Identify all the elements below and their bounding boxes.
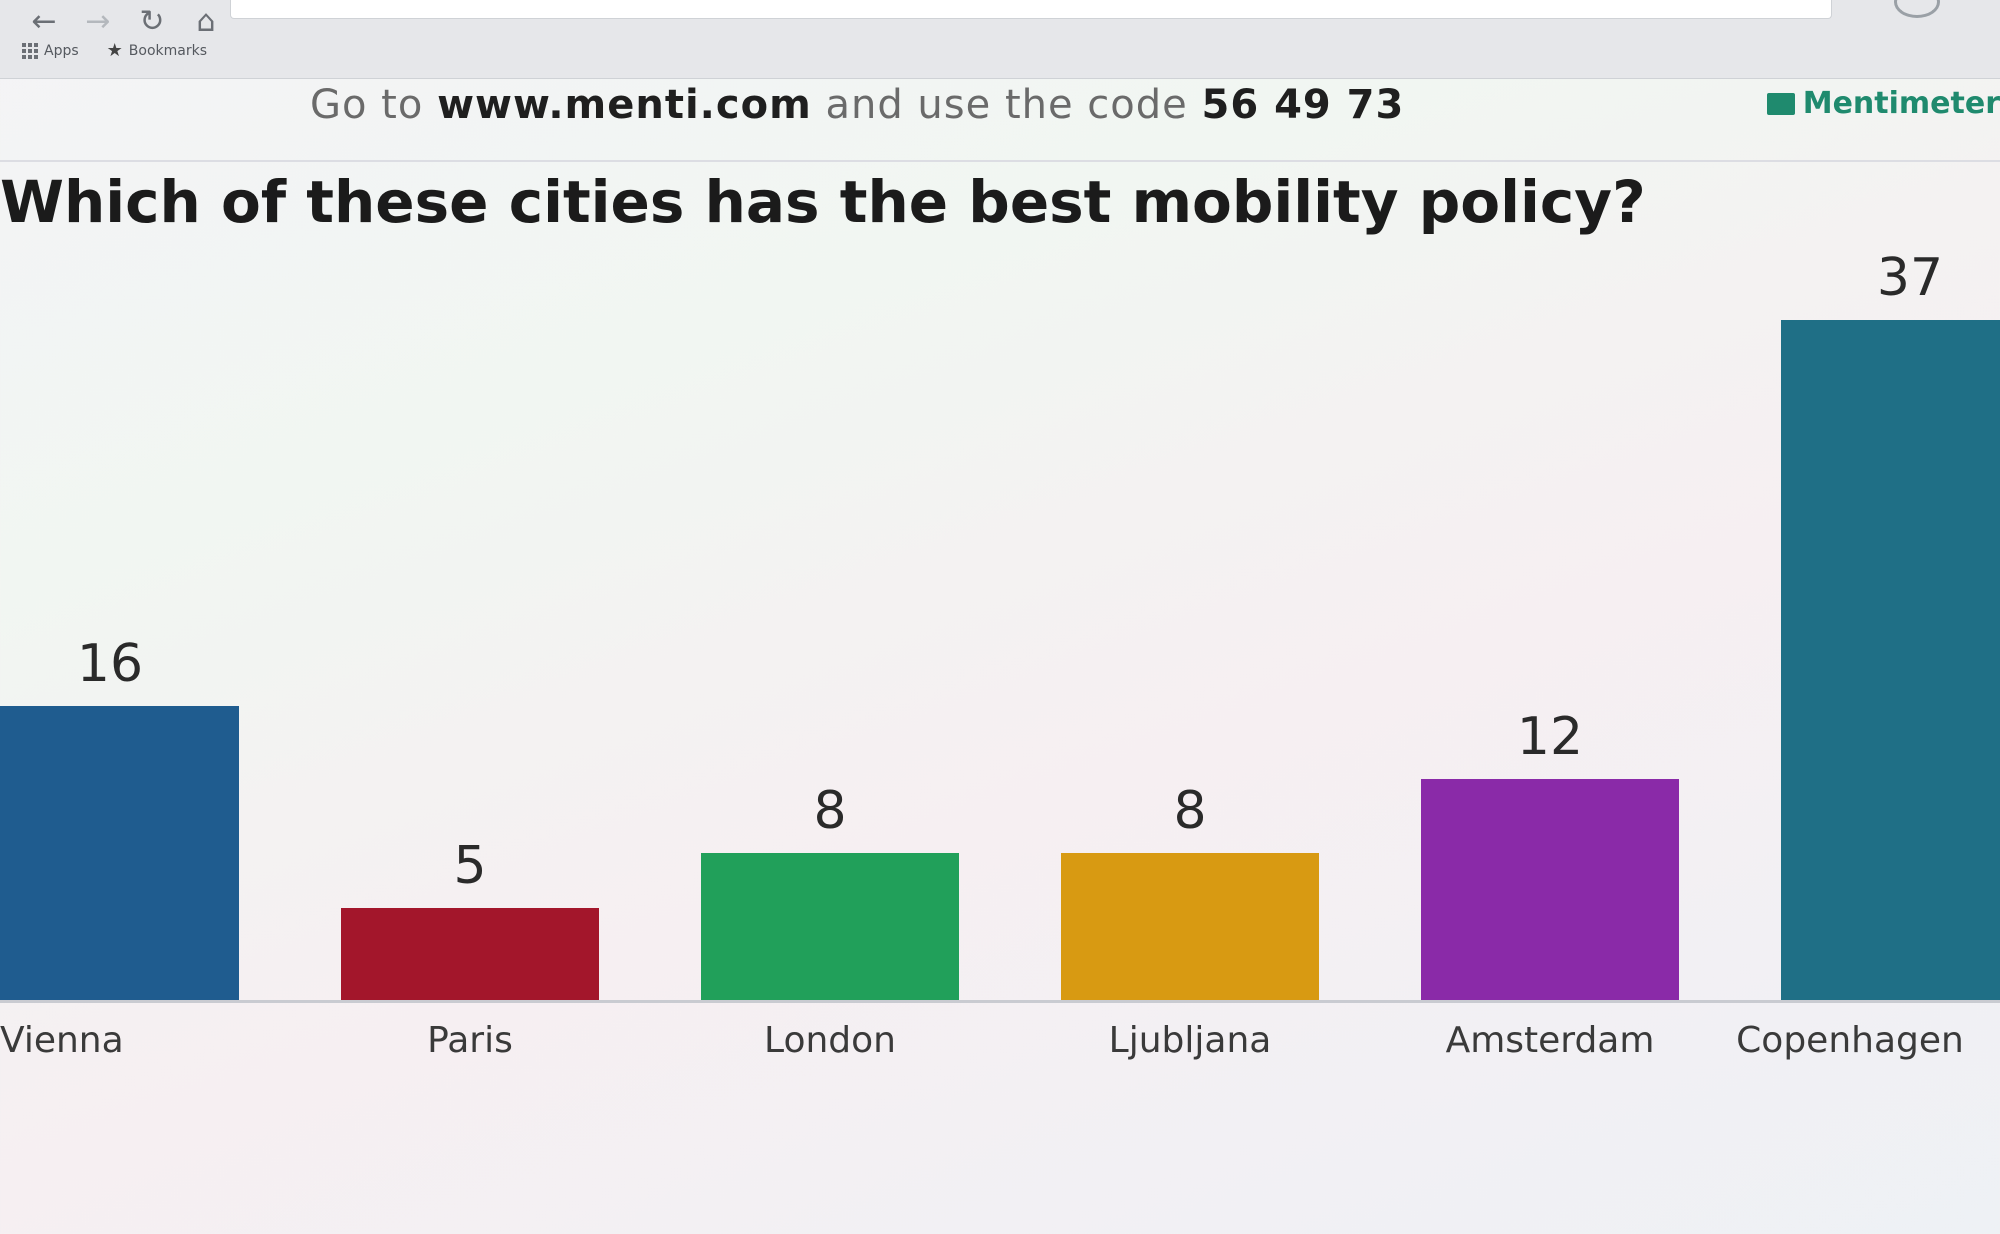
category-label: London [764,1020,896,1061]
header-divider [0,160,2000,162]
forward-icon[interactable]: → [85,4,111,39]
join-prefix: Go to [310,82,438,128]
browser-toolbar: ← → ↻ ⌂ Apps ★ Bookmarks [0,0,2000,79]
bar-vienna [0,706,239,1000]
bar-value-label: 5 [453,836,487,896]
category-label: Vienna [0,1020,124,1061]
bar-value-label: 8 [813,781,847,841]
bar-paris [341,908,599,1000]
brand: Mentimeter [1766,86,2000,121]
star-icon: ★ [106,40,123,61]
apps-label: Apps [44,42,79,59]
category-label: Copenhagen [1736,1020,1964,1061]
category-label: Amsterdam [1445,1020,1655,1061]
bar-chart: 16 Vienna 5 Paris 8 London 8 Ljubljana 12 Amsterd… [0,230,2000,1130]
browser-menu-icon[interactable] [1894,0,1940,18]
browser-nav: ← → ↻ ⌂ [28,4,222,39]
bar-value-label: 37 [1876,248,1944,308]
join-code: 56 49 73 [1201,82,1405,128]
bar-copenhagen [1781,320,2000,1000]
join-middle: and use the code [811,82,1202,128]
home-icon[interactable]: ⌂ [196,4,216,39]
bar-amsterdam [1421,779,1679,1000]
join-url: www.menti.com [437,82,812,128]
bar-value-label: 8 [1173,781,1207,841]
reload-icon[interactable]: ↻ [139,4,165,39]
back-icon[interactable]: ← [31,4,57,39]
question-title: Which of these cities has the best mobil… [0,168,1646,236]
address-bar[interactable] [230,0,1832,19]
bar-london [701,853,959,1000]
bar-ljubljana [1061,853,1319,1000]
bookmarks-bar: Apps ★ Bookmarks [22,40,207,61]
chart-baseline [0,1000,2000,1003]
bookmarks-label: Bookmarks [128,42,208,59]
bar-value-label: 12 [1516,707,1584,767]
join-instructions: Go to www.menti.com and use the code 56 … [310,82,1404,128]
apps-bookmark[interactable]: Apps [22,42,79,59]
apps-grid-icon [22,42,38,59]
category-label: Paris [427,1020,513,1061]
category-label: Ljubljana [1108,1020,1272,1061]
mentimeter-logo-icon [1766,92,1795,115]
brand-name: Mentimeter [1802,86,2000,121]
slide-header: Go to www.menti.com and use the code 56 … [0,78,2000,158]
bar-value-label: 16 [76,634,144,694]
bookmarks-folder[interactable]: ★ Bookmarks [107,40,207,61]
